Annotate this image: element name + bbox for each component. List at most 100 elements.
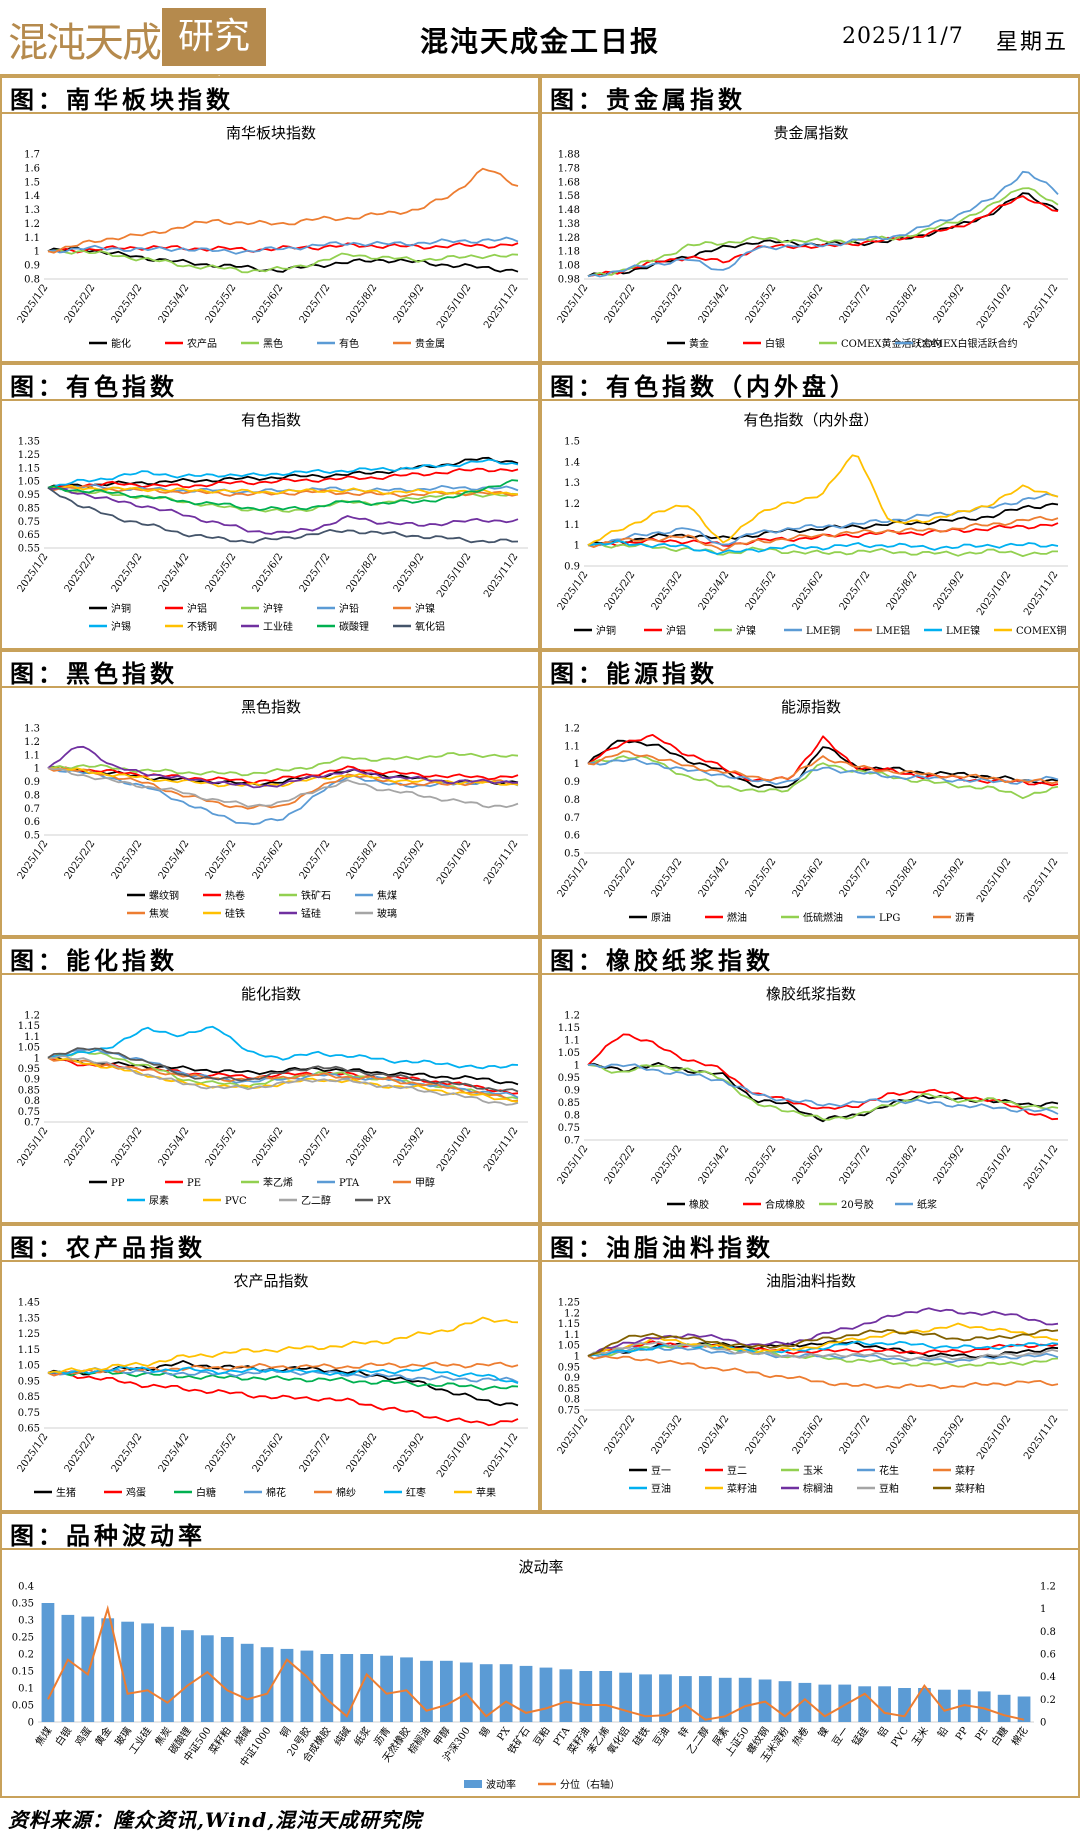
series-line-沥青 [587, 750, 1059, 785]
x-tick-label: 2025/6/2 [251, 282, 286, 325]
y-tick-label: 1.58 [558, 191, 580, 202]
chart-title: 油脂油料指数 [766, 1272, 856, 1290]
y-tick-label: 0.75 [18, 1408, 40, 1419]
vol-bar-甲醇 [439, 1660, 453, 1722]
x-tick-label: 2025/8/2 [885, 1143, 920, 1186]
legend-item: 分位（右轴） [538, 1778, 620, 1791]
vol-bar-铅 [937, 1689, 951, 1722]
y-tick-label: 1.3 [24, 205, 40, 216]
chart-title: 能化指数 [241, 985, 301, 1003]
legend-label: 工业硅 [263, 620, 293, 633]
volatility-chart: 波动率 0 0.05 0.1 0.15 0.2 0.25 0.3 0.35 0.4 0 0.2 0.4 0… [12, 1558, 1056, 1791]
legend-item: 豆粕 [857, 1482, 899, 1495]
x-tick-label: 2025/5/2 [204, 282, 239, 325]
legend-label: 豆二 [727, 1465, 747, 1477]
legend-label: 铁矿石 [301, 889, 331, 902]
legend-item: 波动率 [464, 1778, 516, 1791]
series-line-低硫燃油 [587, 755, 1059, 800]
x-tick-label: 2025/9/2 [932, 569, 967, 612]
y-tick-label: 1.2 [24, 219, 40, 230]
series-line-贵金属 [47, 167, 519, 254]
series-line-氧化铝 [47, 487, 519, 544]
x-tick-label: 2025/5/2 [204, 838, 239, 881]
x-tick-label: 2025/10/2 [975, 856, 1013, 904]
chart-title: 波动率 [518, 1558, 563, 1576]
series-line-LME镍 [587, 539, 1059, 555]
y-tick-label: 1.1 [24, 233, 40, 244]
y-tick-label: 1.25 [18, 450, 40, 461]
series-line-菜籽粕 [587, 1328, 1059, 1357]
y-right-tick-label: 0.4 [1040, 1672, 1056, 1683]
legend-label: 沪镍 [415, 602, 435, 615]
x-tick-label: 棕榈油 [405, 1724, 433, 1756]
legend-item: 锰硅 [279, 907, 321, 920]
y-left-tick-label: 0.4 [18, 1582, 34, 1593]
x-tick-label: 2025/8/2 [345, 838, 380, 881]
chart-rubber: 橡胶纸浆指数 0.7 0.750.8 0.850.9 0.951 1.051.1 1.151… [556, 985, 1068, 1211]
x-tick-label: 鸡蛋 [72, 1724, 94, 1748]
y-tick-label: 1.7 [24, 150, 40, 161]
series-line-红枣 [47, 1365, 519, 1385]
y-tick-label: 1 [34, 764, 40, 775]
y-tick-label: 1 [34, 1053, 40, 1064]
y-tick-label: 0.95 [18, 1376, 40, 1387]
legend-item: 豆二 [705, 1465, 747, 1477]
panel-title: 图：品种波动率 [10, 1521, 206, 1550]
x-tick-label: 2025/2/2 [603, 856, 638, 899]
legend-label: 棉花 [266, 1486, 286, 1499]
x-tick-label: 2025/3/2 [650, 1143, 685, 1186]
chart-chem: 能化指数 0.70.750.80.850.90.9511.051.11.151.2… [16, 985, 528, 1207]
legend-label: 原油 [651, 911, 671, 924]
x-tick-label: 2025/7/2 [298, 838, 333, 881]
y-tick-label: 1.2 [24, 1011, 40, 1022]
legend-item: 玻璃 [355, 907, 397, 920]
y-tick-label: 1.05 [18, 1361, 40, 1372]
x-tick-label: 棉花 [1008, 1724, 1030, 1748]
legend-item: 黑色 [241, 337, 283, 350]
legend-label: 农产品 [187, 337, 217, 350]
x-tick-label: 2025/6/2 [791, 1143, 826, 1186]
x-tick-label: 2025/11/2 [1022, 282, 1060, 330]
legend-item: 沪铅 [317, 602, 359, 615]
chart-title: 农产品指数 [233, 1272, 308, 1290]
vol-bar-烧碱 [240, 1643, 254, 1722]
chart-precious: 贵金属指数 0.98 1.08 1.18 1.28 1.38 1.48 1.58 1.68 1.7… [556, 124, 1068, 350]
series-line-苯乙烯 [47, 1050, 519, 1100]
x-tick-label: 2025/4/2 [697, 856, 732, 899]
data-source: 资料来源：隆众资讯,Wind,混沌天成研究院 [8, 1808, 423, 1832]
logo-left-text: 混沌天成 [8, 20, 162, 66]
x-tick-label: 2025/9/2 [932, 1143, 967, 1186]
legend-item: 苹果 [454, 1486, 496, 1499]
panel-nanhua: 图：南华板块指数 南华板块指数 0.8 0.9 1 1.1 1.2 1.3 1.4 1.5 1.6 1… [0, 76, 540, 363]
x-tick-label: 焦煤 [32, 1724, 54, 1748]
legend-item: 低硫燃油 [781, 911, 843, 924]
vol-bar-棕榈油 [420, 1660, 433, 1722]
y-tick-label: 0.8 [564, 1395, 580, 1406]
legend-label: 沪锌 [263, 602, 283, 615]
legend-item: 氧化铝 [393, 620, 445, 633]
series-line-菜籽 [587, 1355, 1059, 1390]
x-tick-label: 白糖 [988, 1724, 1010, 1748]
x-tick-label: 2025/6/2 [791, 856, 826, 899]
x-tick-label: 2025/6/2 [791, 1413, 826, 1456]
legend-item: PX [355, 1196, 392, 1207]
x-tick-label: 2025/4/2 [157, 551, 192, 594]
x-tick-label: PX [496, 1725, 513, 1743]
y-tick-label: 1 [574, 541, 580, 552]
x-tick-label: 2025/11/2 [482, 551, 520, 599]
x-tick-label: 2025/3/2 [650, 856, 685, 899]
legend-item: 棕榈油 [781, 1482, 833, 1495]
x-tick-label: 2025/10/2 [435, 282, 473, 330]
legend-label: 豆一 [651, 1465, 671, 1477]
legend-item: 纸浆 [895, 1198, 937, 1211]
legend-label: 花生 [879, 1464, 899, 1477]
x-tick-label: 2025/4/2 [157, 282, 192, 325]
legend-label: 贵金属 [415, 337, 445, 350]
series-line-鸡蛋 [47, 1372, 519, 1427]
y-left-tick-label: 0.3 [18, 1616, 34, 1627]
series-line-玻璃 [47, 767, 519, 809]
panel-chem: 图：能化指数 能化指数 0.7 0.75 0.8 0.85 0.9 0.95 1 1.05 1.1 1… [0, 937, 540, 1224]
series-line-沪铝 [47, 467, 519, 489]
x-tick-label: 2025/4/2 [697, 1143, 732, 1186]
panel-title: 图：黑色指数 [10, 659, 178, 688]
